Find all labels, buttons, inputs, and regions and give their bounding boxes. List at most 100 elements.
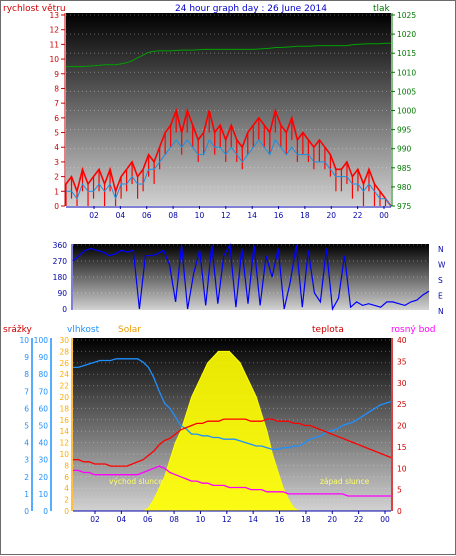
pressure-tick-label: 1005 — [397, 87, 416, 96]
direction-tick-label: 360 — [53, 241, 68, 250]
solar-tick-label: 10 — [59, 450, 69, 459]
wind-speed-tick-label: 6 — [54, 114, 59, 123]
time-tick-label: 20 — [326, 211, 336, 220]
pressure-tick-label: 1015 — [397, 49, 416, 58]
dewpoint-series-line — [73, 465, 391, 497]
solar-tick-label: 0 — [64, 507, 69, 516]
wind-speed-tick-label: 2 — [54, 173, 59, 182]
main-panel-time-axis: 02 04 06 08 10 12 14 16 18 20 22 00 — [73, 510, 391, 524]
rain-tick-label: 0 — [24, 507, 29, 516]
pressure-tick-label: 1020 — [397, 30, 416, 39]
wind-series-line — [65, 107, 392, 207]
sunrise-label: východ slunce — [109, 477, 163, 486]
time-tick-label: 06 — [142, 211, 152, 220]
direction-tick-label: 270 — [53, 257, 68, 266]
wind-speed-tick-label: 13 — [49, 11, 59, 20]
time-tick-label: 22 — [354, 515, 364, 524]
pressure-axis-title: tlak — [373, 4, 391, 14]
temperature-tick-label: 35 — [397, 357, 407, 366]
wind-axis-title: rychlost větru — [3, 4, 66, 14]
temperature-tick-label: 10 — [397, 464, 407, 473]
wind-speed-tick-label: 12 — [49, 26, 59, 35]
direction-series-line — [72, 243, 430, 311]
rain-tick-label: 10 — [19, 336, 29, 345]
time-tick-label: 00 — [380, 515, 390, 524]
time-tick-label: 00 — [379, 211, 389, 220]
compass-label: S — [438, 276, 443, 285]
direction-panel-grid — [73, 244, 429, 310]
direction-panel-series — [72, 243, 430, 311]
temperature-series-line — [73, 418, 392, 467]
wind-panel-series — [65, 42, 392, 207]
wind-speed-tick-label: 4 — [54, 143, 59, 152]
humidity-tick-label: 10 — [38, 490, 48, 499]
time-tick-label: 04 — [116, 211, 126, 220]
time-tick-label: 10 — [196, 515, 206, 524]
humidity-tick-label: 100 — [34, 336, 49, 345]
pressure-tick-label: 980 — [397, 183, 412, 192]
time-tick-label: 02 — [90, 515, 100, 524]
time-tick-label: 16 — [274, 211, 284, 220]
rain-tick-label: 9 — [24, 353, 29, 362]
wind-speed-tick-label: 9 — [54, 70, 59, 79]
wind-panel-time-axis: 02 04 06 08 10 12 14 16 18 20 22 00 — [66, 206, 391, 220]
solar-tick-label: 24 — [59, 370, 69, 379]
rain-tick-label: 7 — [24, 387, 29, 396]
pressure-series-line — [66, 42, 391, 68]
temperature-tick-label: 15 — [397, 443, 407, 452]
pressure-axis: 975 980 985 990 995 1000 1005 1010 1015 1020 1025 — [391, 11, 416, 211]
humidity-axis-title: vlhkost — [67, 325, 100, 335]
rain-tick-label: 6 — [24, 404, 29, 413]
solar-tick-label: 2 — [64, 496, 69, 505]
time-tick-label: 06 — [143, 515, 153, 524]
compass-label: W — [438, 261, 446, 270]
wind-speed-tick-label: 10 — [49, 55, 59, 64]
rain-axis-title: srážky — [3, 325, 33, 335]
humidity-tick-label: 70 — [38, 387, 48, 396]
pressure-tick-label: 975 — [397, 202, 412, 211]
temperature-tick-label: 25 — [397, 400, 407, 409]
chart-title: 24 hour graph day : 26 June 2014 — [175, 4, 327, 14]
humidity-tick-label: 80 — [38, 370, 48, 379]
rain-tick-label: 1 — [24, 490, 29, 499]
solar-tick-label: 26 — [59, 359, 69, 368]
rain-tick-label: 3 — [24, 456, 29, 465]
temperature-tick-label: 20 — [397, 422, 407, 431]
time-tick-label: 22 — [353, 211, 363, 220]
time-tick-label: 18 — [301, 515, 311, 524]
time-tick-label: 08 — [169, 515, 179, 524]
time-tick-label: 20 — [327, 515, 337, 524]
time-tick-label: 12 — [221, 211, 231, 220]
rain-tick-label: 4 — [24, 439, 29, 448]
humidity-tick-label: 90 — [38, 353, 48, 362]
solar-tick-label: 28 — [59, 347, 69, 356]
humidity-tick-label: 30 — [38, 456, 48, 465]
dewpoint-axis-title: rosný bod — [391, 325, 436, 335]
pressure-tick-label: 1000 — [397, 107, 416, 116]
solar-tick-label: 18 — [59, 404, 69, 413]
time-tick-label: 18 — [300, 211, 310, 220]
compass-label: N — [438, 245, 444, 254]
humidity-tick-label: 0 — [43, 507, 48, 516]
wind-speed-tick-label: 5 — [54, 129, 59, 138]
time-tick-label: 14 — [248, 515, 258, 524]
solar-tick-label: 4 — [64, 484, 69, 493]
compass-label: N — [438, 307, 444, 316]
rain-tick-label: 5 — [24, 422, 29, 431]
solar-tick-label: 22 — [59, 382, 69, 391]
humidity-tick-label: 40 — [38, 439, 48, 448]
solar-tick-label: 14 — [59, 427, 69, 436]
time-tick-label: 14 — [247, 211, 257, 220]
main-panel-axes: 0123456789100102030405060708090100024681… — [19, 336, 406, 516]
rain-tick-label: 2 — [24, 473, 29, 482]
solar-tick-label: 12 — [59, 439, 69, 448]
direction-tick-label: 180 — [53, 273, 68, 282]
wind-speed-tick-label: 1 — [54, 187, 59, 196]
pressure-tick-label: 1010 — [397, 68, 416, 77]
solar-tick-label: 8 — [64, 461, 69, 470]
humidity-tick-label: 20 — [38, 473, 48, 482]
solar-tick-label: 20 — [59, 393, 69, 402]
wind-speed-tick-label: 0 — [54, 202, 59, 211]
